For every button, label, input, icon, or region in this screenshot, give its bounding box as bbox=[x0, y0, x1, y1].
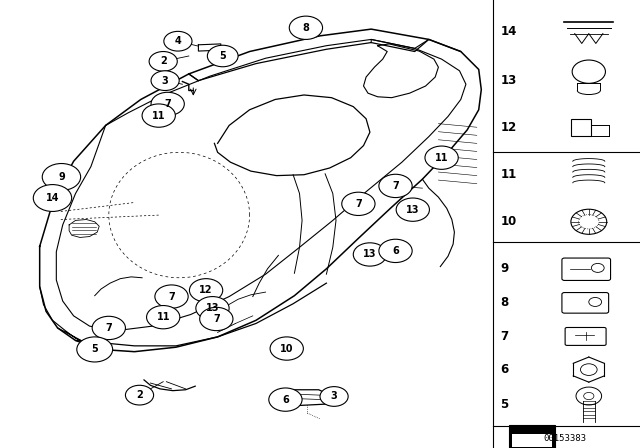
Bar bbox=[512, 434, 552, 447]
Text: 5: 5 bbox=[500, 397, 509, 411]
Text: 9: 9 bbox=[58, 172, 65, 182]
Circle shape bbox=[196, 297, 229, 320]
Text: 6: 6 bbox=[500, 363, 509, 376]
Text: 3: 3 bbox=[331, 392, 337, 401]
Text: 7: 7 bbox=[168, 292, 175, 302]
Text: 2: 2 bbox=[136, 390, 143, 400]
Text: 7: 7 bbox=[164, 99, 171, 109]
Bar bbox=[509, 425, 555, 448]
Text: 00153383: 00153383 bbox=[543, 434, 587, 443]
Circle shape bbox=[200, 307, 233, 331]
Text: 5: 5 bbox=[220, 51, 226, 61]
Text: 3: 3 bbox=[162, 76, 168, 86]
Circle shape bbox=[189, 279, 223, 302]
Text: 7: 7 bbox=[355, 199, 362, 209]
Text: 13: 13 bbox=[406, 205, 420, 215]
Text: 14: 14 bbox=[500, 25, 517, 38]
Text: 13: 13 bbox=[500, 74, 516, 87]
Circle shape bbox=[270, 337, 303, 360]
Text: 6: 6 bbox=[282, 395, 289, 405]
Circle shape bbox=[147, 306, 180, 329]
Circle shape bbox=[269, 388, 302, 411]
Text: 7: 7 bbox=[500, 329, 509, 343]
Text: 14: 14 bbox=[45, 193, 60, 203]
Text: 7: 7 bbox=[392, 181, 399, 191]
Text: 11: 11 bbox=[435, 153, 449, 163]
Text: 12: 12 bbox=[199, 285, 213, 295]
Text: 9: 9 bbox=[500, 262, 509, 276]
Circle shape bbox=[320, 387, 348, 406]
Text: 11: 11 bbox=[500, 168, 516, 181]
Text: 5: 5 bbox=[92, 345, 98, 354]
Text: 11: 11 bbox=[156, 312, 170, 322]
Circle shape bbox=[151, 71, 179, 90]
Circle shape bbox=[33, 185, 72, 211]
Circle shape bbox=[77, 337, 113, 362]
Circle shape bbox=[149, 52, 177, 71]
Text: 10: 10 bbox=[500, 215, 516, 228]
Text: 12: 12 bbox=[500, 121, 516, 134]
Circle shape bbox=[155, 285, 188, 308]
Circle shape bbox=[342, 192, 375, 215]
Text: 11: 11 bbox=[152, 111, 166, 121]
Circle shape bbox=[289, 16, 323, 39]
Text: 6: 6 bbox=[392, 246, 399, 256]
Circle shape bbox=[425, 146, 458, 169]
Text: 4: 4 bbox=[175, 36, 181, 46]
Text: 8: 8 bbox=[303, 23, 309, 33]
Circle shape bbox=[151, 92, 184, 116]
Text: 13: 13 bbox=[205, 303, 220, 313]
Circle shape bbox=[42, 164, 81, 190]
Text: 7: 7 bbox=[106, 323, 112, 333]
Text: 10: 10 bbox=[280, 344, 294, 353]
Circle shape bbox=[142, 104, 175, 127]
Circle shape bbox=[207, 45, 238, 67]
Circle shape bbox=[379, 239, 412, 263]
Circle shape bbox=[379, 174, 412, 198]
Circle shape bbox=[125, 385, 154, 405]
Text: 8: 8 bbox=[500, 296, 509, 309]
Text: 2: 2 bbox=[160, 56, 166, 66]
Circle shape bbox=[396, 198, 429, 221]
Circle shape bbox=[353, 243, 387, 266]
Text: 13: 13 bbox=[363, 250, 377, 259]
Text: 7: 7 bbox=[213, 314, 220, 324]
Circle shape bbox=[164, 31, 192, 51]
Circle shape bbox=[92, 316, 125, 340]
